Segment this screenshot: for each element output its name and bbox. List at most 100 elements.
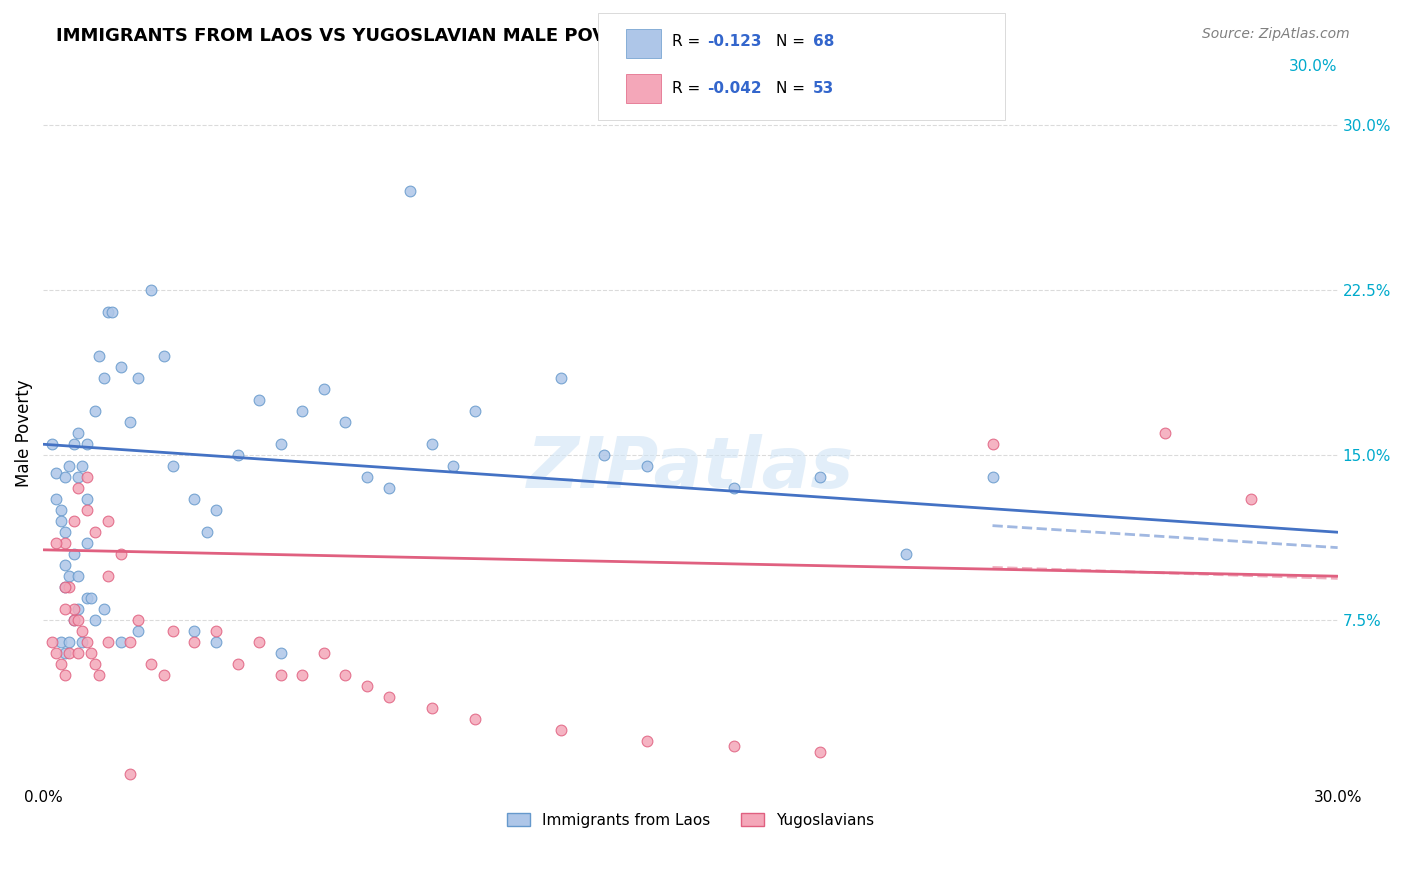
Immigrants from Laos — [49, 635, 72, 649]
Yugoslavians — [62, 613, 84, 627]
Yugoslavians — [356, 679, 378, 693]
Text: 30.0%: 30.0% — [1289, 60, 1337, 74]
Yugoslavians — [808, 745, 831, 759]
Immigrants from Laos — [141, 284, 163, 298]
Immigrants from Laos — [76, 591, 98, 606]
Immigrants from Laos — [356, 470, 378, 484]
Immigrants from Laos — [45, 492, 67, 507]
Text: 68: 68 — [813, 35, 834, 49]
Yugoslavians — [270, 668, 292, 682]
Immigrants from Laos — [270, 646, 292, 660]
Immigrants from Laos — [66, 602, 89, 616]
Yugoslavians — [53, 668, 76, 682]
Immigrants from Laos — [270, 437, 292, 451]
Yugoslavians — [97, 569, 120, 583]
Yugoslavians — [226, 657, 249, 672]
Yugoslavians — [1154, 426, 1177, 441]
Immigrants from Laos — [110, 635, 132, 649]
Text: R =: R = — [672, 81, 706, 95]
Immigrants from Laos — [636, 459, 658, 474]
Immigrants from Laos — [183, 492, 205, 507]
Yugoslavians — [247, 635, 270, 649]
Immigrants from Laos — [441, 459, 464, 474]
Immigrants from Laos — [62, 613, 84, 627]
Immigrants from Laos — [93, 371, 115, 385]
Immigrants from Laos — [53, 525, 76, 540]
Yugoslavians — [49, 657, 72, 672]
Immigrants from Laos — [205, 503, 228, 517]
Yugoslavians — [183, 635, 205, 649]
Yugoslavians — [76, 635, 98, 649]
Immigrants from Laos — [53, 470, 76, 484]
Yugoslavians — [1240, 492, 1263, 507]
Yugoslavians — [70, 624, 93, 639]
Immigrants from Laos — [226, 448, 249, 462]
Yugoslavians — [76, 503, 98, 517]
Yugoslavians — [58, 646, 80, 660]
Immigrants from Laos — [464, 404, 486, 418]
Yugoslavians — [335, 668, 357, 682]
Yugoslavians — [53, 536, 76, 550]
Yugoslavians — [62, 514, 84, 528]
Yugoslavians — [153, 668, 176, 682]
Yugoslavians — [97, 514, 120, 528]
Yugoslavians — [110, 547, 132, 561]
Yugoslavians — [66, 613, 89, 627]
Immigrants from Laos — [420, 437, 443, 451]
Yugoslavians — [62, 602, 84, 616]
Immigrants from Laos — [66, 470, 89, 484]
Immigrants from Laos — [312, 382, 335, 396]
Immigrants from Laos — [247, 393, 270, 408]
Text: -0.123: -0.123 — [707, 35, 762, 49]
Yugoslavians — [118, 635, 141, 649]
Immigrants from Laos — [896, 547, 918, 561]
Yugoslavians — [550, 723, 572, 738]
Immigrants from Laos — [80, 591, 103, 606]
Immigrants from Laos — [58, 569, 80, 583]
Text: R =: R = — [672, 35, 706, 49]
Immigrants from Laos — [53, 646, 76, 660]
Yugoslavians — [84, 657, 107, 672]
Immigrants from Laos — [205, 635, 228, 649]
Immigrants from Laos — [49, 514, 72, 528]
Immigrants from Laos — [162, 459, 184, 474]
Yugoslavians — [53, 580, 76, 594]
Immigrants from Laos — [291, 404, 314, 418]
Yugoslavians — [981, 437, 1004, 451]
Yugoslavians — [205, 624, 228, 639]
Immigrants from Laos — [195, 525, 218, 540]
Text: N =: N = — [776, 35, 810, 49]
Text: 53: 53 — [813, 81, 834, 95]
Immigrants from Laos — [183, 624, 205, 639]
Immigrants from Laos — [127, 371, 149, 385]
Yugoslavians — [80, 646, 103, 660]
Text: -0.042: -0.042 — [707, 81, 762, 95]
Immigrants from Laos — [723, 481, 745, 495]
Immigrants from Laos — [76, 437, 98, 451]
Immigrants from Laos — [110, 360, 132, 375]
Immigrants from Laos — [127, 624, 149, 639]
Immigrants from Laos — [70, 459, 93, 474]
Immigrants from Laos — [66, 426, 89, 441]
Yugoslavians — [53, 602, 76, 616]
Immigrants from Laos — [62, 547, 84, 561]
Immigrants from Laos — [93, 602, 115, 616]
Yugoslavians — [84, 525, 107, 540]
Immigrants from Laos — [58, 635, 80, 649]
Immigrants from Laos — [97, 305, 120, 319]
Immigrants from Laos — [84, 404, 107, 418]
Immigrants from Laos — [62, 437, 84, 451]
Text: IMMIGRANTS FROM LAOS VS YUGOSLAVIAN MALE POVERTY CORRELATION CHART: IMMIGRANTS FROM LAOS VS YUGOSLAVIAN MALE… — [56, 27, 879, 45]
Immigrants from Laos — [89, 349, 111, 363]
Yugoslavians — [636, 734, 658, 748]
Yugoslavians — [66, 646, 89, 660]
Immigrants from Laos — [45, 466, 67, 480]
Yugoslavians — [162, 624, 184, 639]
Y-axis label: Male Poverty: Male Poverty — [15, 379, 32, 487]
Yugoslavians — [312, 646, 335, 660]
Yugoslavians — [127, 613, 149, 627]
Immigrants from Laos — [70, 635, 93, 649]
Yugoslavians — [723, 739, 745, 753]
Immigrants from Laos — [41, 437, 63, 451]
Immigrants from Laos — [550, 371, 572, 385]
